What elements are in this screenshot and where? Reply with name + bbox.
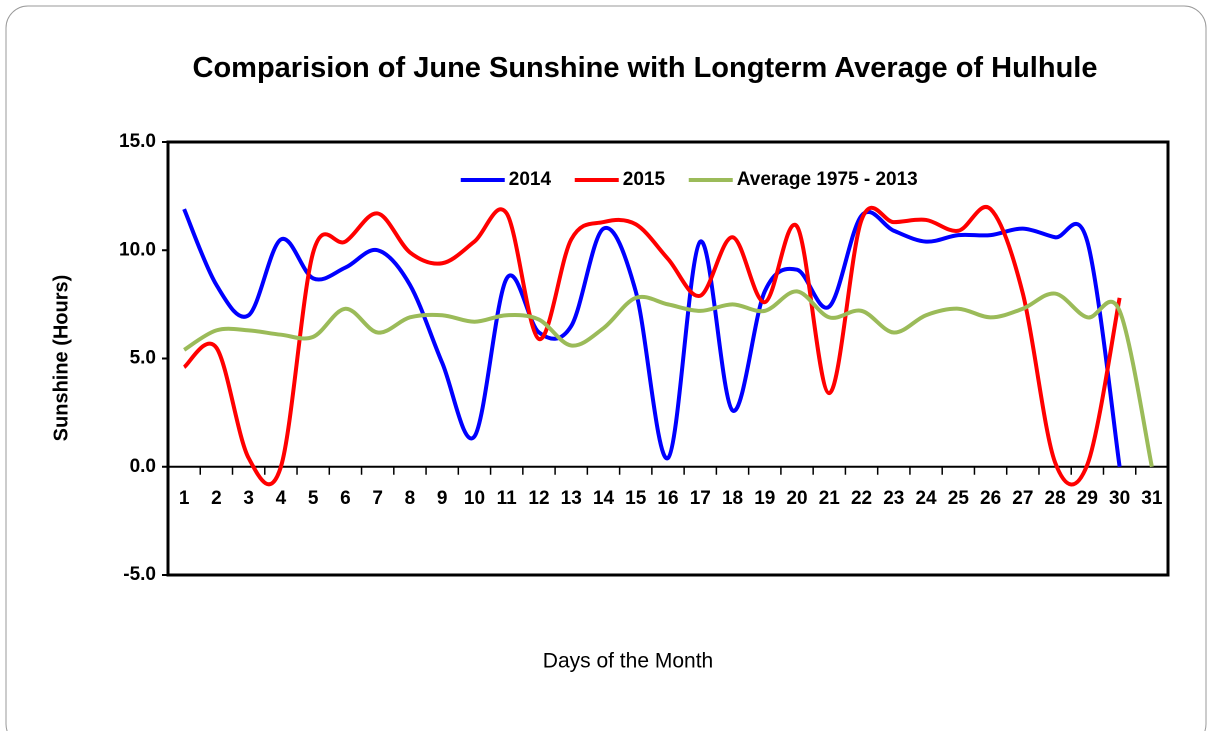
x-tick-label: 1 — [179, 488, 190, 509]
y-tick-label: 0.0 — [130, 456, 156, 477]
x-tick-label: 28 — [1045, 488, 1066, 509]
x-tick-label: 2 — [211, 488, 222, 509]
x-tick-label: 26 — [980, 488, 1001, 509]
y-tick-label: -5.0 — [123, 564, 156, 585]
x-tick-label: 12 — [528, 488, 549, 509]
y-axis-label: Sunshine (Hours) — [50, 275, 72, 442]
x-tick-label: 29 — [1077, 488, 1098, 509]
x-tick-label: 30 — [1109, 488, 1130, 509]
x-tick-label: 3 — [243, 488, 254, 509]
x-tick-label: 25 — [948, 488, 970, 509]
legend-label: Average 1975 - 2013 — [737, 169, 918, 190]
x-tick-label: 5 — [308, 488, 319, 509]
x-tick-label: 22 — [851, 488, 872, 509]
x-tick-label: 19 — [754, 488, 775, 509]
y-tick-label: 5.0 — [130, 348, 156, 369]
x-tick-label: 13 — [561, 488, 582, 509]
series-line — [182, 208, 1122, 468]
x-tick-label: 15 — [625, 488, 647, 509]
chart-title: Comparision of June Sunshine with Longte… — [192, 52, 1098, 84]
y-tick-label: 10.0 — [119, 239, 156, 260]
x-tick-label: 18 — [722, 488, 743, 509]
x-tick-label: 11 — [497, 488, 518, 509]
x-tick-label: 4 — [276, 488, 287, 509]
x-tick-label: 20 — [786, 488, 807, 509]
frame — [5, 5, 1207, 731]
legend-label: 2014 — [509, 169, 552, 190]
x-tick-label: 10 — [464, 488, 485, 509]
x-tick-label: 16 — [657, 488, 678, 509]
x-tick-label: 27 — [1012, 488, 1033, 509]
x-tick-label: 21 — [819, 488, 841, 509]
x-axis-label: Days of the Month — [543, 650, 713, 673]
x-tick-label: 31 — [1141, 488, 1163, 509]
x-tick-label: 14 — [593, 488, 615, 509]
x-tick-label: 6 — [340, 488, 351, 509]
x-tick-label: 24 — [915, 488, 937, 509]
x-tick-label: 7 — [372, 488, 383, 509]
series-line — [182, 204, 1122, 487]
x-tick-label: 8 — [405, 488, 416, 509]
x-tick-label: 17 — [690, 488, 711, 509]
legend-label: 2015 — [623, 169, 666, 190]
y-tick-label: 15.0 — [119, 131, 156, 152]
x-tick-label: 23 — [883, 488, 904, 509]
series-line — [183, 289, 1154, 468]
x-tick-label: 9 — [437, 488, 448, 509]
